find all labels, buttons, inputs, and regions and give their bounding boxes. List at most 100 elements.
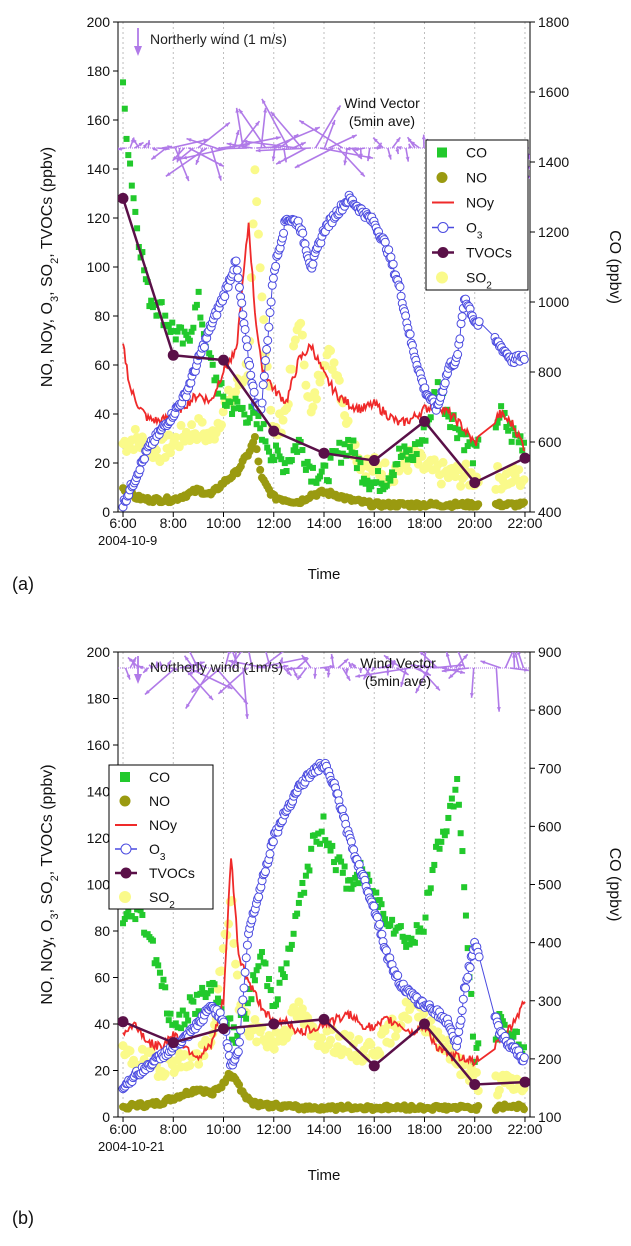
o3-point — [395, 282, 405, 292]
o3-point — [263, 335, 273, 345]
o3-point — [257, 398, 267, 408]
co-point — [253, 421, 260, 428]
co-point — [362, 480, 369, 487]
co-point — [498, 1014, 505, 1021]
co-point — [316, 473, 323, 480]
o3-point — [237, 1007, 247, 1017]
so2-point — [366, 1039, 376, 1049]
co-point — [459, 431, 466, 438]
wind-arrow-head — [426, 625, 430, 630]
wind-arrow-head — [383, 655, 389, 660]
co-point — [376, 487, 383, 494]
co-point — [169, 319, 176, 326]
y-left-tick-label: 20 — [94, 455, 110, 471]
wind-arrow-head — [208, 695, 214, 701]
o3-point — [308, 259, 318, 269]
o3-point — [212, 310, 222, 320]
co-point — [338, 858, 345, 865]
wind-arrow-head — [396, 146, 402, 150]
wind-arrow-head — [345, 146, 351, 151]
co-point — [383, 482, 390, 489]
wind-arrow-head — [167, 145, 173, 150]
wind-arrow-head — [458, 663, 464, 668]
wind-arrow-head — [329, 664, 335, 669]
wind-arrow-head — [172, 156, 178, 161]
wind-arrow — [165, 147, 208, 177]
co-point — [411, 939, 418, 946]
so2-point — [231, 387, 241, 397]
x-tick-label: 14:00 — [306, 1121, 341, 1137]
wind-arrow — [265, 652, 272, 669]
co-point — [399, 452, 406, 459]
o3-point — [259, 371, 269, 381]
wind-arrow-head — [509, 627, 513, 632]
y-left-tick-label: 40 — [94, 406, 110, 422]
o3-point — [242, 940, 252, 950]
panel-label-a: (a) — [12, 574, 34, 594]
so2-point — [218, 407, 228, 417]
co-point — [155, 312, 162, 319]
co-point — [382, 916, 389, 923]
co-point — [394, 460, 401, 467]
co-point — [121, 105, 128, 112]
y-left-tick-label: 80 — [94, 308, 110, 324]
so2-point — [471, 1067, 481, 1077]
co-point — [283, 467, 290, 474]
co-point — [244, 1000, 251, 1007]
co-point — [248, 403, 255, 410]
co-point — [248, 996, 255, 1003]
co-point — [202, 994, 209, 1001]
wind-arrow-head — [441, 668, 447, 673]
co-point — [158, 983, 165, 990]
wind-arrow-head — [276, 160, 282, 165]
co-point — [441, 832, 448, 839]
co-point — [443, 828, 450, 835]
co-point — [316, 840, 323, 847]
co-point — [304, 863, 311, 870]
tvocs-point — [469, 1078, 481, 1090]
wind-arrow-head — [245, 714, 249, 719]
co-point — [139, 249, 146, 256]
no-point — [256, 465, 265, 474]
co-point — [297, 891, 304, 898]
y-left-tick-label: 100 — [87, 259, 111, 275]
co-point — [171, 328, 178, 335]
co-point — [348, 449, 355, 456]
so2-point — [385, 1038, 395, 1048]
co-point — [255, 413, 262, 420]
wind-arrow-head — [255, 121, 260, 126]
co-point — [257, 425, 264, 432]
so2-point — [326, 1035, 336, 1045]
co-point — [267, 457, 274, 464]
co-point — [195, 288, 202, 295]
co-point — [167, 328, 174, 335]
y-right-tick-label: 900 — [538, 644, 562, 660]
co-point — [306, 867, 313, 874]
wind-arrow-head — [359, 153, 363, 159]
wind-arrow-head — [355, 674, 361, 678]
no-point — [250, 432, 259, 441]
no-point — [252, 445, 261, 454]
co-point — [295, 899, 302, 906]
x-tick-label: 8:00 — [160, 1121, 187, 1137]
co-point — [229, 1036, 236, 1043]
y-right-tick-label: 100 — [538, 1109, 562, 1125]
co-point — [181, 328, 188, 335]
wind-arrow — [170, 138, 209, 149]
wind-arrow-head — [261, 98, 266, 104]
co-point — [496, 1010, 503, 1017]
wind-arrow-head — [448, 674, 454, 679]
co-point — [120, 79, 127, 86]
co-point — [434, 838, 441, 845]
co-point — [167, 1010, 174, 1017]
tvocs-point — [218, 354, 230, 366]
co-point — [320, 813, 327, 820]
co-point — [206, 981, 213, 988]
co-point — [468, 990, 475, 997]
so2-point — [308, 402, 318, 412]
wind-arrow-head — [239, 612, 243, 617]
so2-point — [285, 1026, 295, 1036]
co-point — [280, 469, 287, 476]
legend-label-so2: SO2 — [149, 889, 175, 911]
